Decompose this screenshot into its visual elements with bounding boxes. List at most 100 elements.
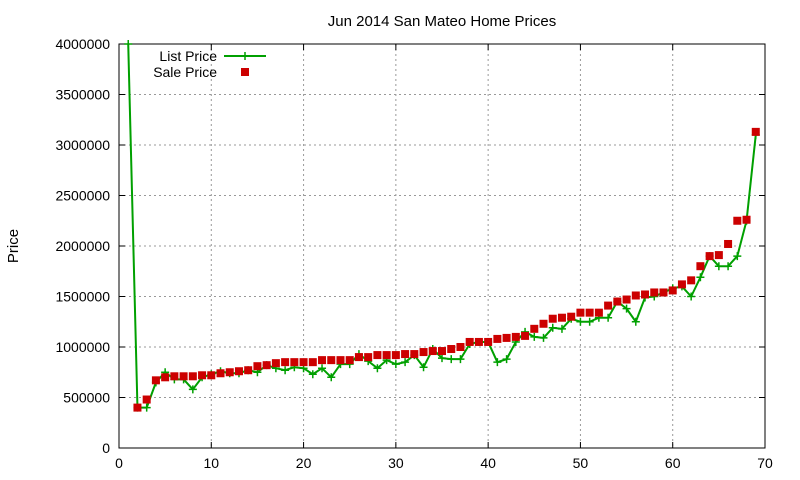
- list-price-point: [557, 324, 566, 333]
- grid: [119, 44, 765, 448]
- y-tick-label: 0: [102, 440, 110, 456]
- x-axis-ticks: 0 10 20 30 40 50 60 70: [115, 44, 773, 471]
- sale-price-point: [290, 358, 299, 367]
- y-tick-label: 2000000: [55, 238, 110, 254]
- list-price-point: [281, 366, 290, 375]
- x-tick-label: 50: [573, 455, 589, 471]
- sale-price-point: [724, 239, 733, 248]
- sale-price-point: [557, 313, 566, 322]
- sale-price-point: [641, 290, 650, 299]
- sale-price-point: [604, 301, 613, 310]
- sale-price-point: [613, 297, 622, 306]
- sale-price-point: [484, 337, 493, 346]
- list-price-point: [308, 370, 317, 379]
- y-tick-label: 3500000: [55, 87, 110, 103]
- sale-price-point: [751, 127, 760, 136]
- list-price-point: [631, 317, 640, 326]
- list-price-point: [502, 355, 511, 364]
- sale-price-point: [207, 371, 216, 380]
- legend: List Price Sale Price: [153, 48, 266, 80]
- y-tick-label: 4000000: [55, 36, 110, 52]
- sale-price-point: [677, 280, 686, 289]
- sale-price-point: [631, 291, 640, 300]
- y-axis-label: Price: [5, 229, 22, 263]
- sale-price-point: [253, 362, 262, 371]
- sale-price-point: [511, 332, 520, 341]
- sale-price-point: [493, 334, 502, 343]
- sale-price-point: [354, 353, 363, 362]
- list-price-point: [585, 317, 594, 326]
- x-tick-label: 60: [665, 455, 681, 471]
- sale-price-point: [687, 276, 696, 285]
- sale-price-point: [594, 308, 603, 317]
- sale-price-point: [733, 216, 742, 225]
- chart-title: Jun 2014 San Mateo Home Prices: [328, 13, 556, 30]
- sale-price-point: [696, 262, 705, 271]
- sale-price-point: [391, 351, 400, 360]
- x-tick-label: 40: [480, 455, 496, 471]
- sale-price-point: [271, 359, 280, 368]
- list-price-point: [548, 323, 557, 332]
- sale-price-point: [170, 372, 179, 381]
- x-tick-label: 0: [115, 455, 123, 471]
- sale-price-point: [742, 215, 751, 224]
- sale-price-point: [659, 288, 668, 297]
- sale-price-point: [668, 286, 677, 295]
- sale-price-point: [188, 372, 197, 381]
- sale-price-point: [142, 395, 151, 404]
- list-price-point: [539, 333, 548, 342]
- list-price-point: [696, 273, 705, 282]
- sale-price-point: [705, 252, 714, 261]
- list-price-point: [724, 262, 733, 271]
- sale-price-point: [198, 371, 207, 380]
- sale-price-point: [216, 369, 225, 378]
- sale-price-point: [161, 373, 170, 382]
- list-price-point: [456, 355, 465, 364]
- sale-price-point: [133, 403, 142, 412]
- sale-price-point: [567, 312, 576, 321]
- x-tick-label: 70: [757, 455, 773, 471]
- sale-price-point: [336, 356, 345, 365]
- list-price-point: [447, 355, 456, 364]
- y-tick-label: 1000000: [55, 339, 110, 355]
- list-price-point: [530, 332, 539, 341]
- sale-price-point: [234, 367, 243, 376]
- list-price-point: [493, 358, 502, 367]
- sale-price-point: [281, 358, 290, 367]
- y-tick-label: 2500000: [55, 188, 110, 204]
- sale-price-point: [382, 351, 391, 360]
- list-price-point: [124, 40, 133, 48]
- sale-price-point: [364, 353, 373, 362]
- sale-price-point: [327, 356, 336, 365]
- sale-price-point: [262, 361, 271, 370]
- legend-symbol-list-price: [224, 52, 266, 60]
- sale-price-point: [428, 347, 437, 356]
- list-price-point: [419, 363, 428, 372]
- sale-price-point: [179, 372, 188, 381]
- list-price-point: [318, 364, 327, 373]
- sale-price-point: [622, 295, 631, 304]
- legend-symbol-sale-price: [241, 68, 249, 76]
- sale-price-point: [539, 319, 548, 328]
- y-axis-ticks: 0 500000 1000000 1500000 2000000 2500000 30000…: [55, 36, 765, 456]
- y-tick-label: 500000: [63, 390, 110, 406]
- sale-price-point: [576, 308, 585, 317]
- list-price-point: [733, 252, 742, 261]
- sale-price-point: [225, 368, 234, 377]
- sale-price-point: [474, 337, 483, 346]
- list-price-point: [327, 373, 336, 382]
- sale-price-point: [650, 288, 659, 297]
- list-price-point: [438, 354, 446, 363]
- sale-price-point: [438, 347, 446, 356]
- sale-price-point: [419, 348, 428, 357]
- sale-price-point: [502, 333, 511, 342]
- list-price-point: [714, 262, 723, 271]
- sale-price-point: [447, 345, 456, 354]
- list-price-point: [391, 360, 400, 369]
- sale-price-point: [244, 366, 253, 375]
- list-price-point: [604, 313, 613, 322]
- sale-price-point: [410, 350, 419, 359]
- list-price-point: [401, 358, 410, 367]
